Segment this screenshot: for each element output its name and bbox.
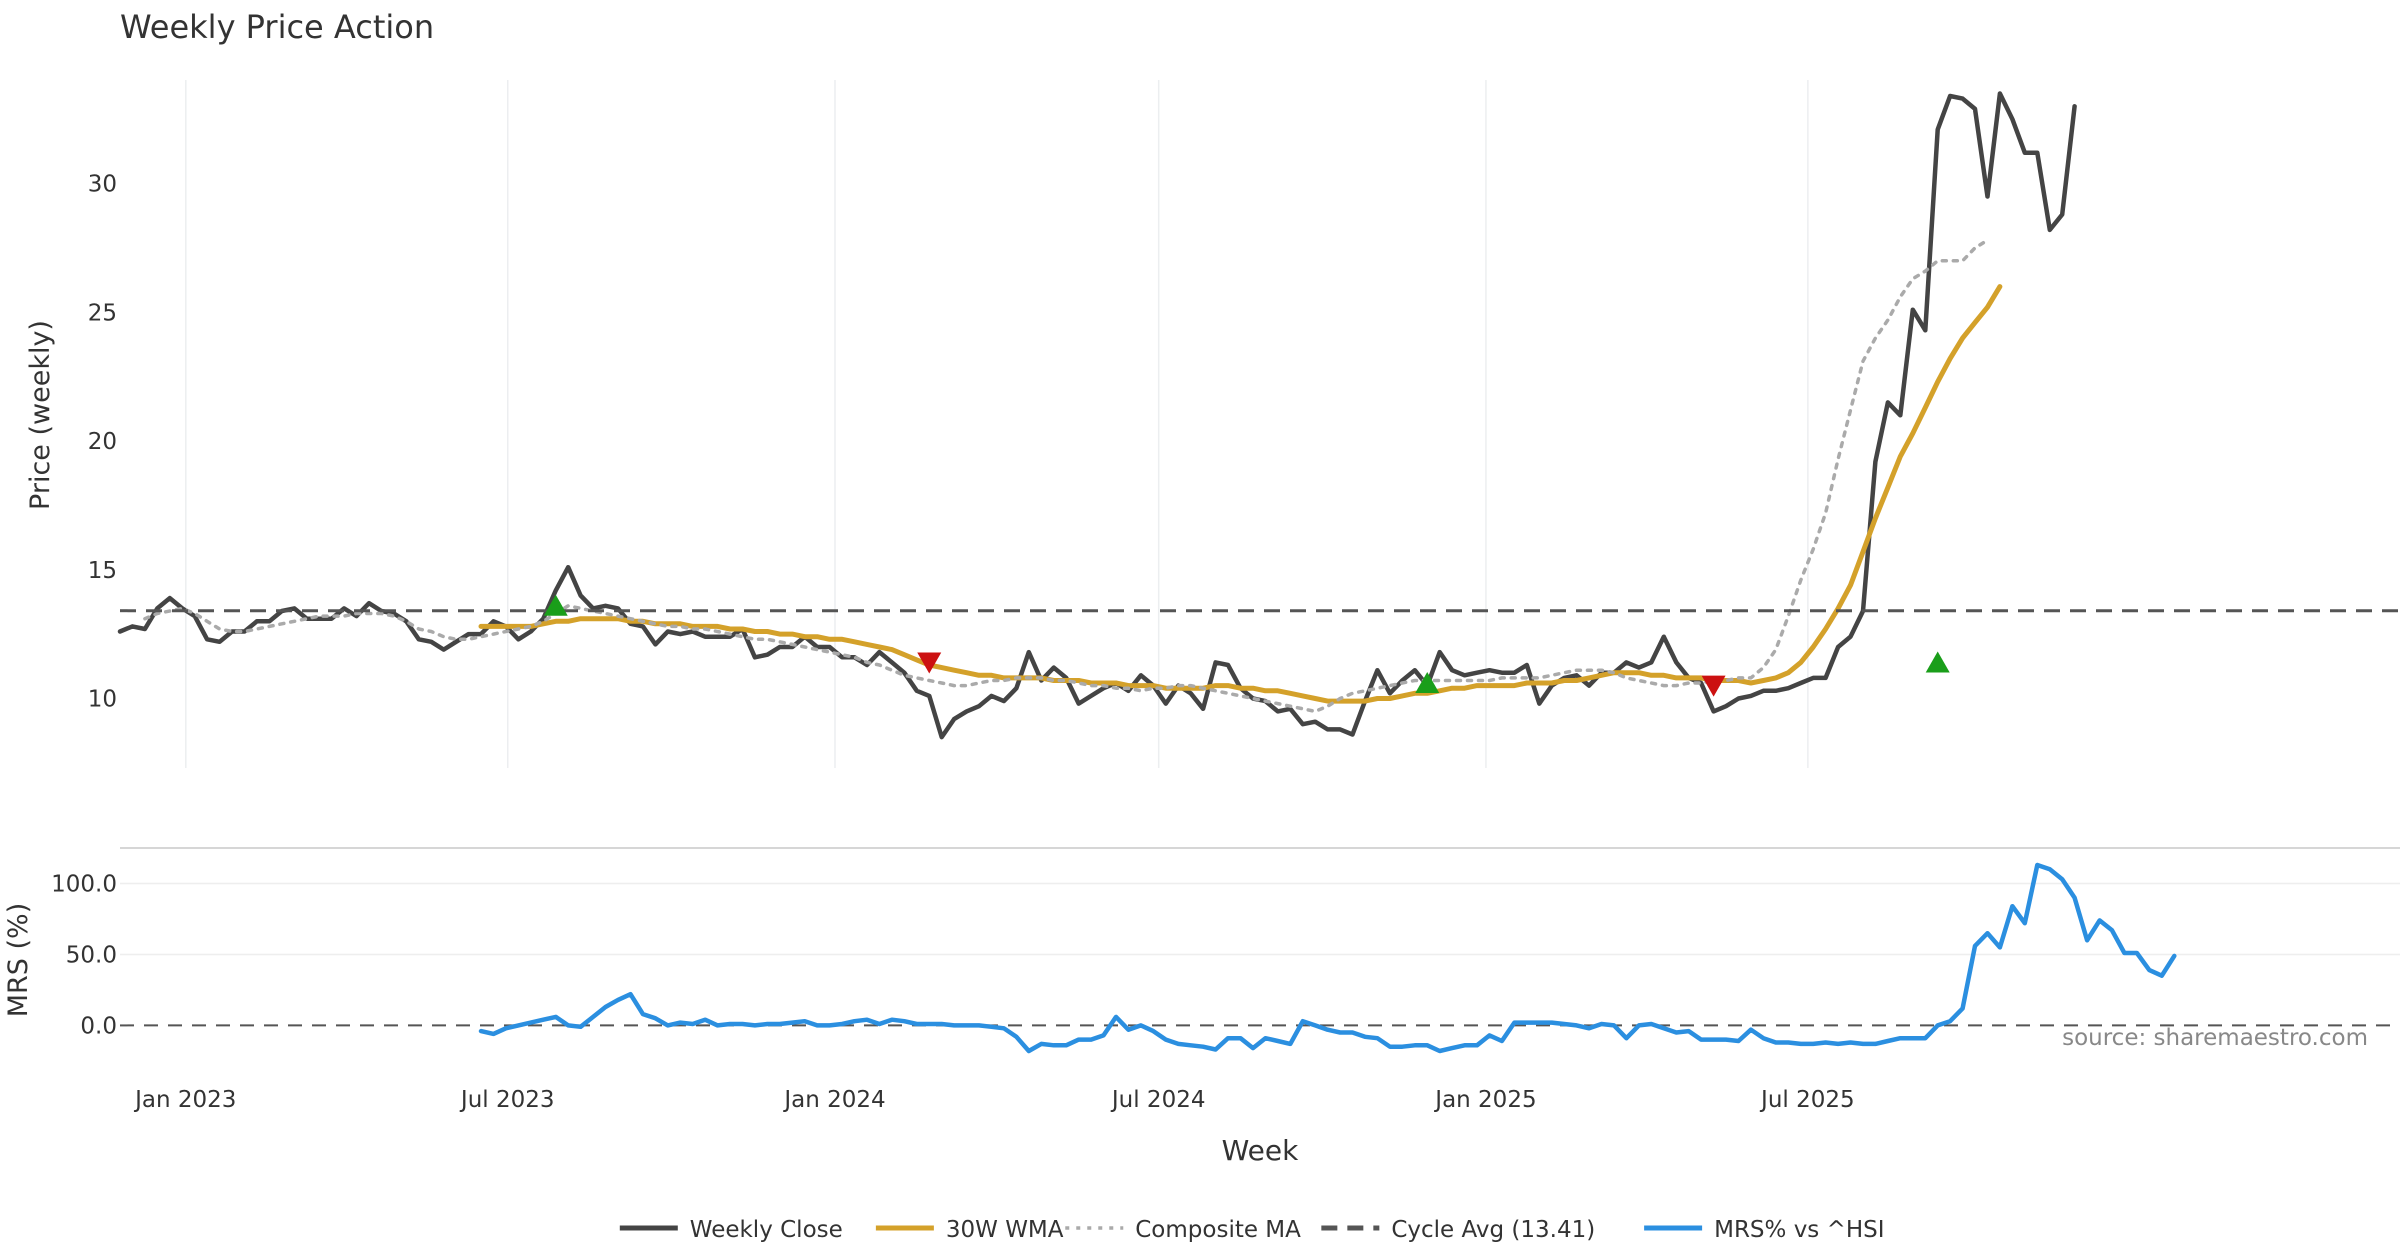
legend-label: MRS% vs ^HSI xyxy=(1714,1217,1884,1243)
legend-item-cycle-avg-13-41: Cycle Avg (13.41) xyxy=(1321,1217,1595,1243)
buy-signal-marker xyxy=(543,594,568,616)
price-y-tick-label: 15 xyxy=(88,558,117,584)
mrs-y-tick-label: 100.0 xyxy=(51,871,117,897)
x-tick-label: Jul 2023 xyxy=(459,1087,555,1113)
price-y-tick-label: 10 xyxy=(88,686,117,712)
price-y-tick-label: 25 xyxy=(88,300,117,326)
price-y-tick-label: 20 xyxy=(88,429,117,455)
price-y-tick-label: 30 xyxy=(88,172,117,198)
sell-signal-marker xyxy=(917,652,942,674)
mrs-y-tick-label: 0.0 xyxy=(80,1013,117,1039)
x-axis-label: Week xyxy=(1222,1134,1299,1167)
chart-title: Weekly Price Action xyxy=(120,8,434,46)
legend: Weekly Close 30W WMA Composite MA Cycle Avg… xyxy=(619,1217,1885,1243)
x-tick-label: Jan 2024 xyxy=(782,1087,885,1113)
mrs-y-tick-label: 50.0 xyxy=(66,942,117,968)
sell-signal-marker xyxy=(1701,675,1726,697)
legend-item-mrs-vs-hsi: MRS% vs ^HSI xyxy=(1644,1217,1885,1243)
series-weekly-close xyxy=(117,91,2077,740)
x-tick-label: Jul 2025 xyxy=(1759,1087,1855,1113)
price-panel: Price (weekly) 10 15 20 25 30 xyxy=(25,80,2400,768)
series-30w-wma xyxy=(478,284,2003,704)
legend-item-weekly-close: Weekly Close xyxy=(619,1217,843,1243)
series-mrs-vs-hsi xyxy=(478,862,2177,1054)
legend-label: Weekly Close xyxy=(690,1217,843,1243)
series-composite-ma xyxy=(143,238,1990,714)
x-tick-label: Jan 2025 xyxy=(1433,1087,1536,1113)
buy-signal-marker xyxy=(1415,672,1440,694)
mrs-panel: MRS (%) 0.0 50.0 100.0 source: sharemaestro.… xyxy=(3,847,2400,1054)
x-tick-label: Jan 2023 xyxy=(133,1087,236,1113)
source-annotation: source: sharemaestro.com xyxy=(2062,1025,2368,1051)
x-axis: Jan 2023 Jul 2023 Jan 2024 Jul 2024 Jan 2025… xyxy=(133,1087,1855,1113)
legend-label: 30W WMA xyxy=(946,1217,1064,1243)
x-tick-label: Jul 2024 xyxy=(1110,1087,1206,1113)
legend-label: Composite MA xyxy=(1135,1217,1301,1243)
mrs-y-axis-label: MRS (%) xyxy=(3,903,34,1018)
legend-item-composite-ma: Composite MA xyxy=(1065,1217,1301,1243)
price-y-axis-label: Price (weekly) xyxy=(25,320,56,510)
legend-label: Cycle Avg (13.41) xyxy=(1391,1217,1595,1243)
buy-signal-marker xyxy=(1925,651,1950,673)
legend-item-30w-wma: 30W WMA xyxy=(875,1217,1064,1243)
